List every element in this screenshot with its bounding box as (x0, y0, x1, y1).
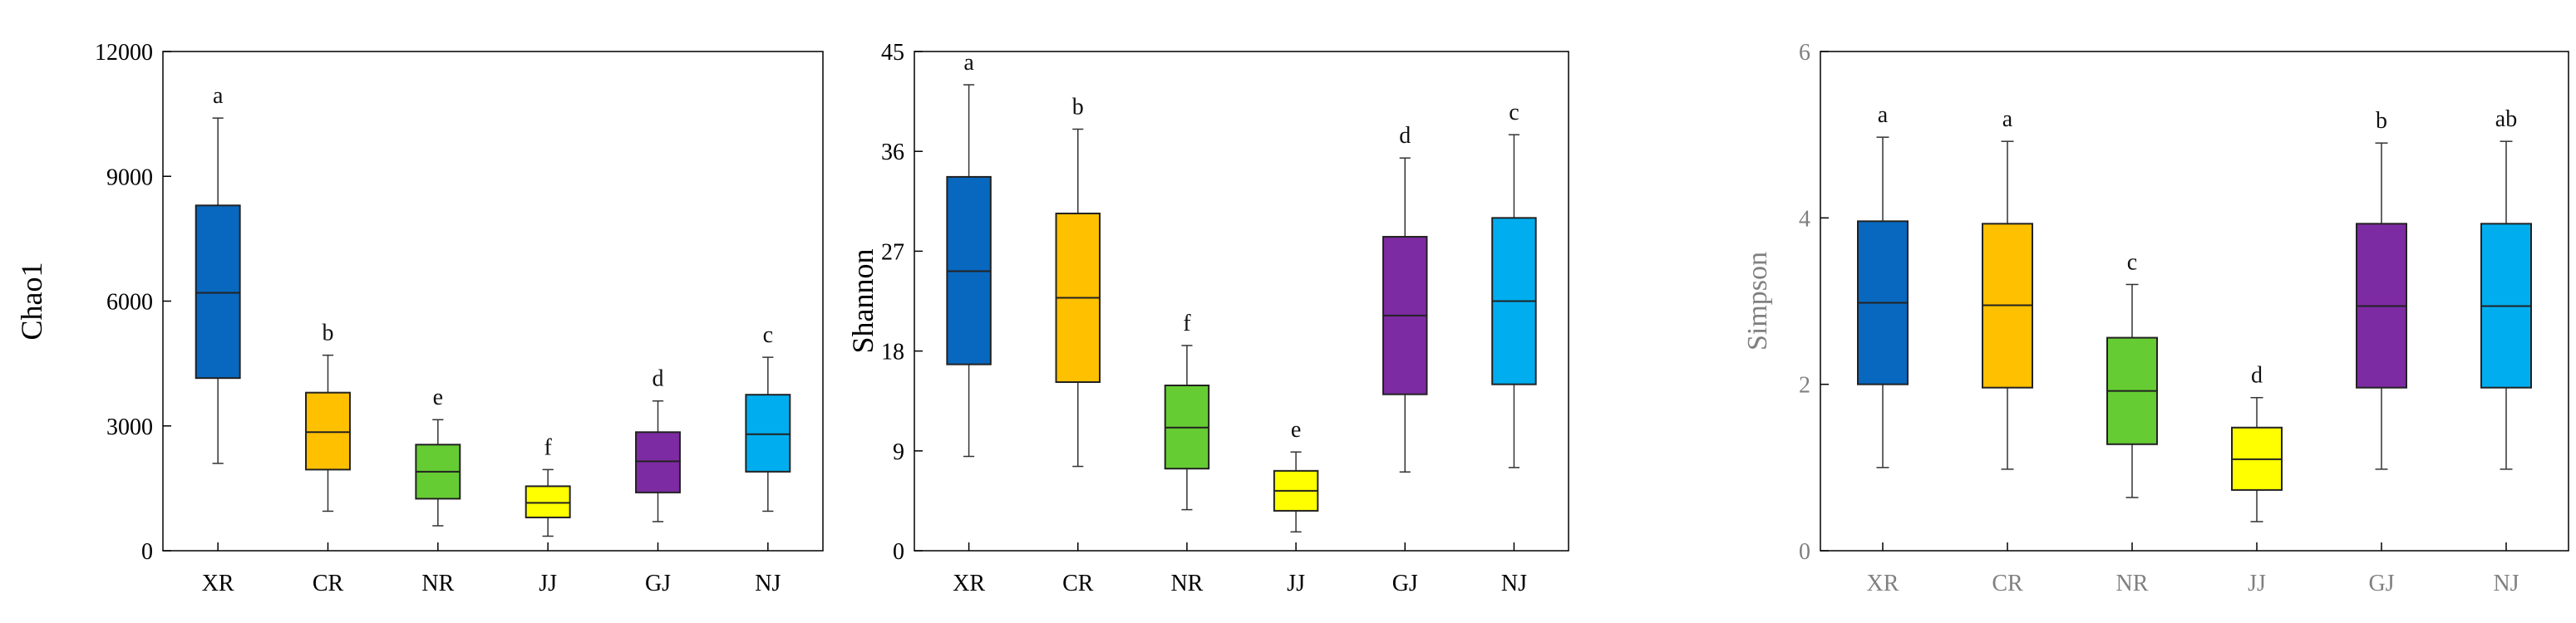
plot-frame (1820, 51, 2569, 552)
y-tick-label: 45 (881, 40, 904, 66)
x-tick-label: GJ (645, 571, 671, 596)
y-tick-label: 0 (893, 539, 904, 565)
significance-letter: a (213, 83, 224, 109)
x-tick-label: XR (953, 571, 985, 596)
x-tick-label: GJ (2368, 571, 2394, 596)
y-tick-label: 9000 (106, 164, 153, 190)
box-jj (525, 485, 571, 518)
x-tick-label: NJ (2493, 571, 2519, 596)
x-tick-label: JJ (1287, 571, 1305, 596)
significance-letter: d (1399, 123, 1411, 149)
x-tick-label: GJ (1392, 571, 1418, 596)
significance-letter: f (1183, 311, 1191, 336)
box-nj (745, 394, 791, 473)
chart-panel-1: 0 3000 6000 9000 12000 Chao1 a XR b CR e NR f JJ d GJ c N… (15, 40, 824, 596)
significance-letter: b (323, 321, 334, 346)
y-tick-label: 27 (881, 239, 904, 265)
x-tick-label: NR (1170, 571, 1203, 596)
significance-letter: c (2127, 249, 2137, 275)
x-tick-label: JJ (539, 571, 557, 596)
significance-letter: a (963, 50, 974, 76)
x-tick-label: NR (421, 571, 454, 596)
y-axis-label: Chao1 (15, 262, 48, 341)
y-axis-label: Simpson (1742, 252, 1773, 351)
x-tick-label: CR (1062, 571, 1094, 596)
y-tick-label: 9 (893, 439, 904, 465)
y-tick-label: 4 (1799, 206, 1810, 232)
plot-frame (914, 51, 1569, 552)
significance-letter: c (763, 322, 773, 348)
significance-letter: d (653, 366, 664, 392)
plot-frame (162, 51, 824, 552)
y-tick-label: 2 (1799, 373, 1810, 399)
significance-letter: ab (2495, 106, 2517, 132)
y-tick-label: 12000 (95, 40, 153, 66)
y-tick-label: 36 (881, 140, 904, 165)
x-tick-label: XR (1867, 571, 1899, 596)
x-tick-label: CR (1992, 571, 2023, 596)
y-tick-label: 0 (1799, 539, 1810, 565)
y-tick-label: 6000 (106, 290, 153, 316)
significance-letter: d (2251, 363, 2263, 389)
x-tick-label: NJ (1501, 571, 1527, 596)
y-tick-label: 18 (881, 340, 904, 365)
chart-panel-3: 0 2 4 6 Simpson a XR a CR c NR d JJ b GJ ab NJ (1742, 40, 2569, 596)
y-tick-label: 3000 (106, 415, 153, 440)
y-axis-label: Shannon (846, 249, 879, 354)
box-cr (305, 391, 351, 471)
significance-letter: a (2002, 106, 2013, 132)
x-tick-label: CR (313, 571, 344, 596)
significance-letter: b (2376, 108, 2387, 134)
x-tick-label: NR (2116, 571, 2149, 596)
chart-panel-2: 0 9 18 27 36 45 Shannon a XR b CR f NR e JJ d GJ c NJ (846, 40, 1569, 596)
x-tick-label: XR (202, 571, 234, 596)
box-gj (635, 431, 681, 493)
significance-letter: e (1291, 417, 1301, 443)
significance-letter: a (1878, 102, 1889, 128)
y-tick-label: 6 (1799, 40, 1810, 66)
x-tick-label: NJ (755, 571, 781, 596)
y-tick-label: 0 (141, 539, 153, 565)
significance-letter: b (1072, 94, 1084, 120)
significance-letter: c (1509, 100, 1519, 125)
x-tick-label: JJ (2248, 571, 2266, 596)
significance-letter: f (544, 434, 553, 460)
box-xr (195, 204, 241, 380)
significance-letter: e (433, 385, 443, 410)
